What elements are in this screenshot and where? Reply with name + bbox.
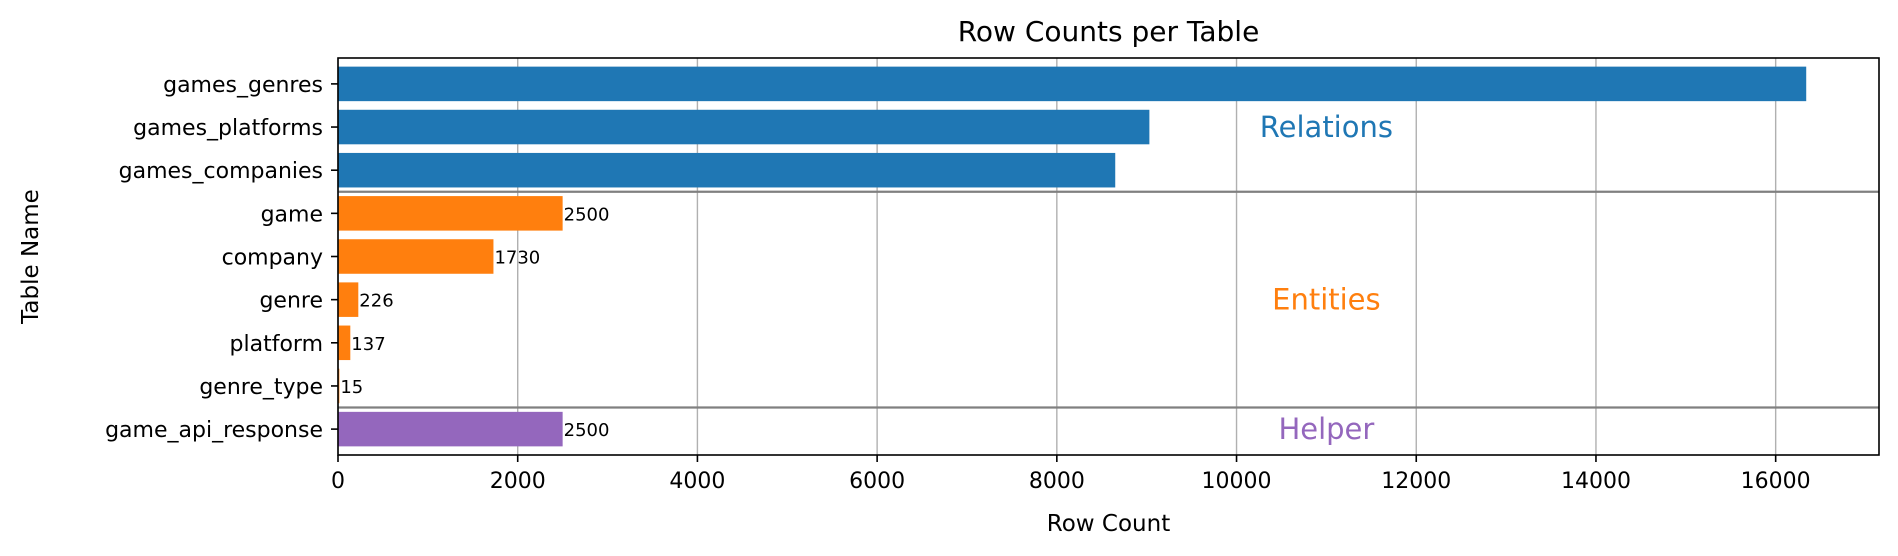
x-tick-label: 8000 xyxy=(1029,469,1085,494)
y-tick-label: game_api_response xyxy=(105,418,323,443)
x-tick-label: 2000 xyxy=(490,469,546,494)
data-label: 2500 xyxy=(564,204,610,225)
bar-games-platforms xyxy=(338,109,1150,145)
x-axis: 0 2000 4000 6000 8000 10000 12000 14000 16000 xyxy=(331,455,1811,494)
group-labels: Relations Entities Helper xyxy=(1260,110,1393,446)
bar-platform xyxy=(338,325,351,361)
y-tick-label: platform xyxy=(230,332,323,357)
group-label: Relations xyxy=(1260,110,1393,144)
y-tick-label: games_companies xyxy=(119,159,323,184)
data-label: 2500 xyxy=(564,420,610,441)
bar-game xyxy=(338,196,563,231)
chart-title: Row Counts per Table xyxy=(958,15,1260,48)
group-separators xyxy=(338,190,1879,409)
y-tick-label: game xyxy=(261,202,323,227)
x-tick-label: 6000 xyxy=(849,469,905,494)
y-tick-label: company xyxy=(222,246,323,271)
y-axis: games_genres games_platforms games_compani… xyxy=(105,73,338,443)
group-label: Helper xyxy=(1278,412,1374,446)
x-tick-label: 14000 xyxy=(1561,469,1631,494)
bar-games-companies xyxy=(338,152,1116,188)
y-tick-label: games_genres xyxy=(163,73,323,98)
bar-company xyxy=(338,239,494,274)
bar-genre xyxy=(338,282,359,317)
x-tick-label: 4000 xyxy=(669,469,725,494)
data-label: 1730 xyxy=(494,248,540,269)
data-labels: 2500 1730 226 137 15 2500 xyxy=(340,204,609,441)
x-tick-label: 12000 xyxy=(1381,469,1451,494)
y-tick-label: genre_type xyxy=(199,375,323,400)
data-label: 226 xyxy=(359,291,393,312)
y-tick-label: genre xyxy=(259,289,323,314)
y-tick-label: games_platforms xyxy=(133,116,323,141)
data-label: 137 xyxy=(351,334,385,355)
x-tick-label: 16000 xyxy=(1741,469,1811,494)
y-axis-title: Table Name xyxy=(18,189,44,325)
bars xyxy=(338,66,1807,447)
bar-games-genres xyxy=(338,66,1807,102)
x-tick-label: 10000 xyxy=(1202,469,1272,494)
group-label: Entities xyxy=(1272,283,1381,317)
bar-game-api-response xyxy=(338,411,563,447)
x-tick-label: 0 xyxy=(331,469,345,494)
x-axis-title: Row Count xyxy=(1047,511,1170,537)
data-label: 15 xyxy=(340,377,363,398)
